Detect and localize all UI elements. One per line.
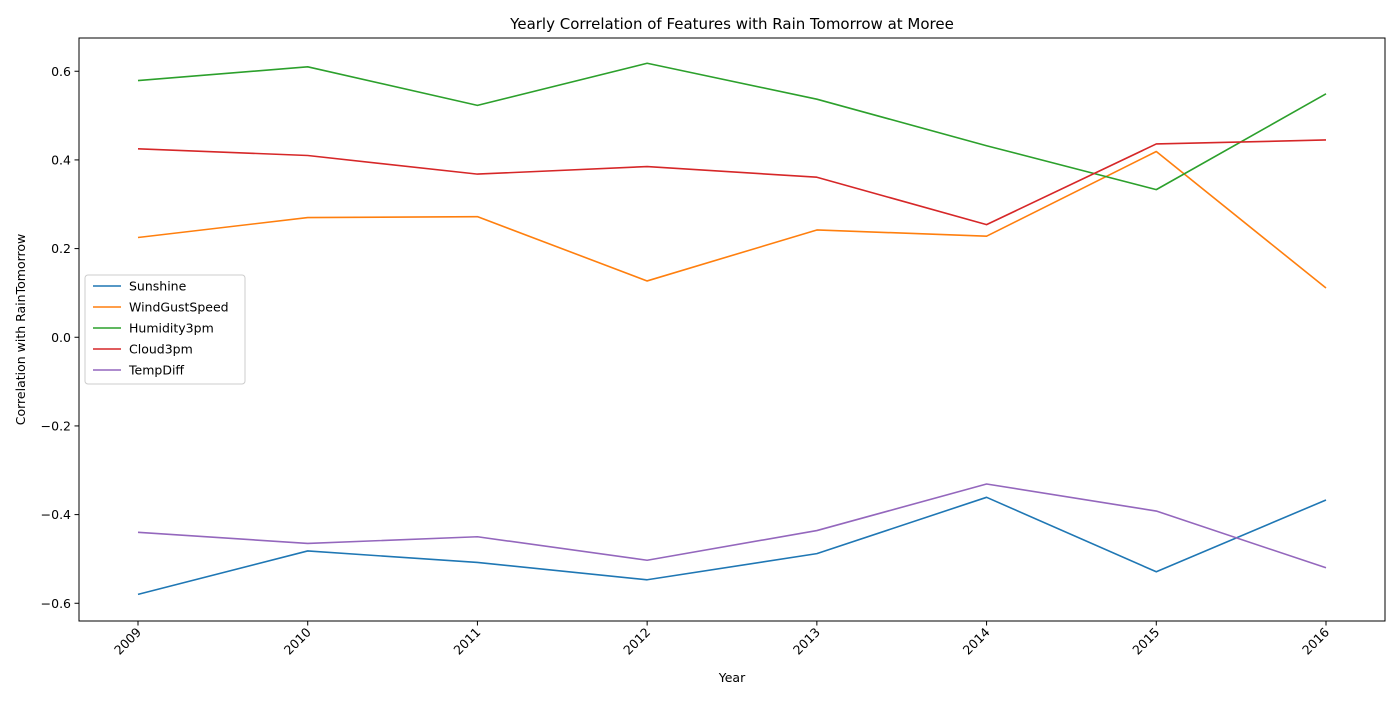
- legend-label-cloud3pm: Cloud3pm: [129, 342, 193, 357]
- x-tick-label: 2013: [790, 625, 823, 658]
- plot-frame: [78, 37, 1386, 622]
- x-tick-label: 2012: [620, 625, 653, 658]
- series-line-tempdiff: [137, 483, 1327, 569]
- legend-label-windgustspeed: WindGustSpeed: [129, 300, 229, 315]
- series-line-sunshine: [137, 496, 1327, 596]
- y-axis-title: Correlation with RainTomorrow: [13, 234, 28, 426]
- x-axis: 2009 2010 2011 2012 2013 2014 2015 2016: [111, 621, 1332, 658]
- y-tick-label: −0.2: [41, 418, 71, 433]
- x-tick-label: 2015: [1129, 625, 1162, 658]
- y-tick-label: 0.4: [51, 152, 71, 167]
- x-tick-label: 2014: [960, 624, 993, 657]
- legend-label-humidity3pm: Humidity3pm: [129, 321, 214, 336]
- legend: Sunshine WindGustSpeed Humidity3pm Cloud3pm…: [84, 274, 246, 385]
- x-tick-label: 2009: [111, 624, 144, 657]
- legend-label-tempdiff: TempDiff: [128, 363, 184, 378]
- legend-box: [84, 274, 246, 385]
- y-tick-label: 0.6: [51, 64, 71, 79]
- series-layer: [137, 62, 1327, 596]
- x-tick-label: 2010: [281, 624, 314, 657]
- y-tick-label: −0.4: [41, 507, 71, 522]
- series-line-humidity3pm: [137, 62, 1327, 191]
- series-line-cloud3pm: [137, 139, 1327, 226]
- y-tick-label: 0.2: [51, 241, 71, 256]
- x-tick-label: 2011: [450, 625, 483, 658]
- legend-label-sunshine: Sunshine: [129, 279, 187, 294]
- chart-title: Yearly Correlation of Features with Rain…: [509, 15, 954, 33]
- series-line-windgustspeed: [137, 150, 1327, 289]
- y-tick-label: −0.6: [41, 596, 71, 611]
- y-axis: −0.6 −0.4 −0.2 0.0 0.2 0.4 0.6: [41, 64, 79, 611]
- x-axis-title: Year: [718, 670, 746, 685]
- x-tick-label: 2016: [1299, 624, 1332, 657]
- y-tick-label: 0.0: [51, 330, 71, 345]
